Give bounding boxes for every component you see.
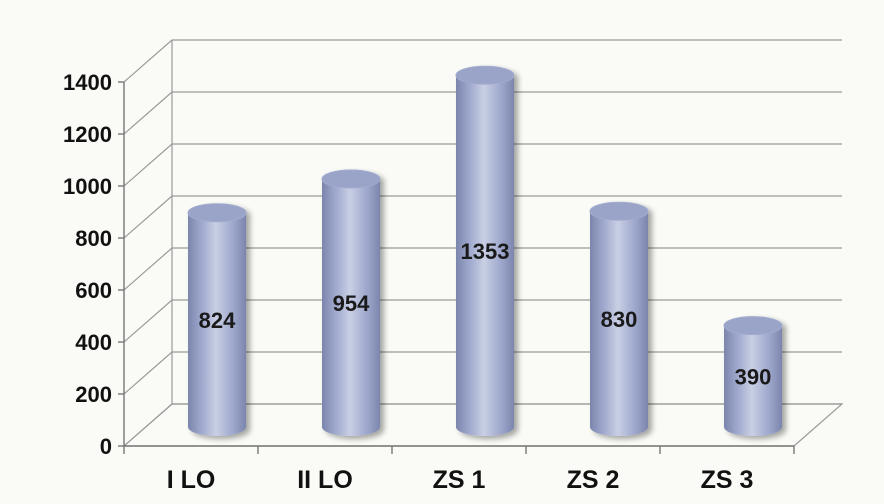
x-tick-label: ZS 1 [433,466,486,494]
labels: 824 954 1353 830 390 [199,239,772,389]
gridline-side [123,195,173,239]
y-tick-label: 1200 [63,122,112,147]
cylinder-body [322,178,380,436]
gridline-side [123,247,173,291]
y-tick-label: 200 [75,382,112,407]
gridline-side [123,351,173,395]
x-tick-label: II LO [297,466,353,494]
y-tick-label: 400 [75,330,112,355]
cylinder-top [187,203,247,223]
cylinder-top [321,169,381,189]
y-tick-label: 0 [100,434,112,459]
y-tick-label: 800 [75,226,112,251]
data-label: 830 [601,307,638,332]
cylinder-body [590,211,648,436]
cylinder-body [724,325,782,436]
cylinder-body [456,75,514,436]
axes: 0 200 400 600 800 1000 1200 1400 I LO II LO ZS 1 ZS… [63,70,795,494]
x-tick-label: ZS 2 [567,466,620,494]
bar-i-lo [187,203,247,436]
cylinder-top [589,201,649,221]
cylinder-body [188,212,246,436]
bars [187,65,783,436]
gridline-side [123,91,173,135]
bar-ii-lo [321,169,381,436]
y-tick-label: 1000 [63,174,112,199]
data-label: 824 [199,308,236,333]
gridline-side [123,39,173,83]
data-label: 954 [333,291,370,316]
y-tick-label: 600 [75,278,112,303]
x-tick-label: ZS 3 [701,466,754,494]
bar-zs-1 [455,65,515,436]
gridline-side [123,143,173,187]
y-tick-label: 1400 [63,70,112,95]
x-tick-label: I LO [167,466,216,494]
data-label: 390 [735,364,772,389]
bar-zs-2 [589,201,649,436]
cylinder-top [455,65,515,85]
bar-zs-3 [723,316,783,436]
cylinder-top [723,316,783,336]
data-label: 1353 [461,239,510,264]
gridline-side [123,299,173,343]
